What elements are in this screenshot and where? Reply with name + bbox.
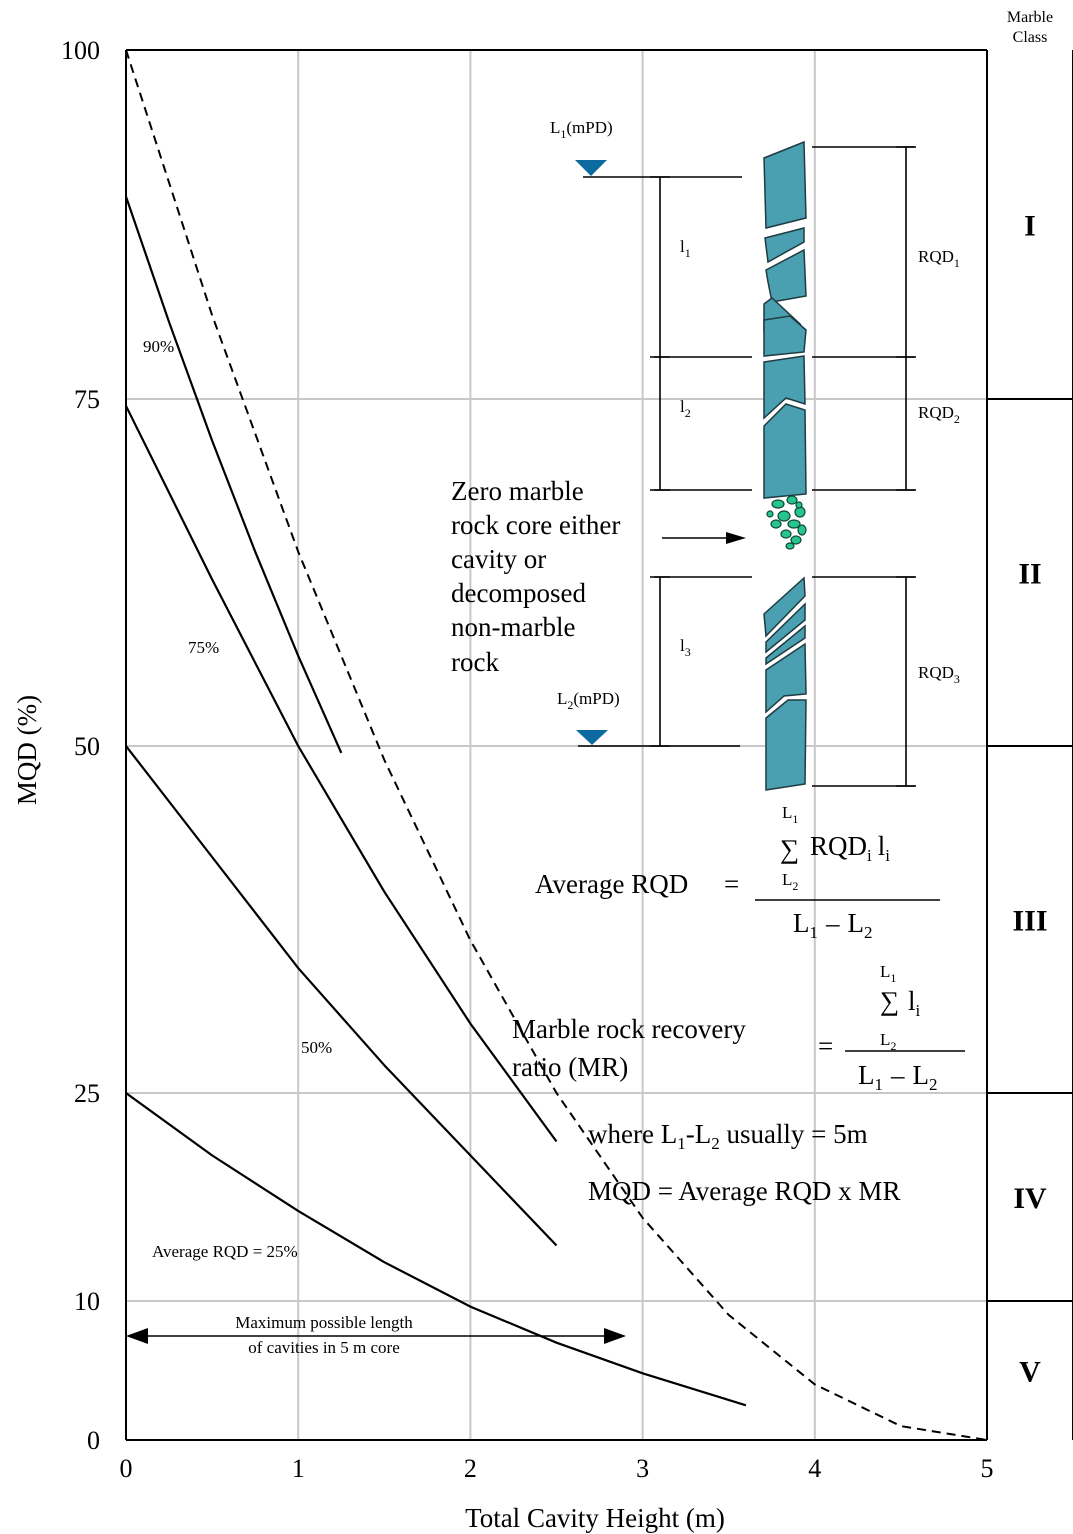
mr-formula: Marble rock recovery ratio (MR) = L1 ∑ l… bbox=[512, 962, 965, 1094]
max-cavity-arrowhead-left bbox=[126, 1328, 148, 1344]
core-piece-2 bbox=[764, 227, 805, 264]
zero-marble-note-6: rock bbox=[451, 647, 499, 677]
mr-label-line1: Marble rock recovery bbox=[512, 1014, 746, 1044]
y-tick-label: 10 bbox=[74, 1287, 100, 1316]
rqd3-label: RQD3 bbox=[918, 663, 960, 686]
core-piece-9 bbox=[765, 602, 806, 654]
l1-level-label: L1(mPD) bbox=[550, 118, 613, 141]
y-tick-label: 0 bbox=[87, 1426, 100, 1455]
core-piece-3 bbox=[765, 248, 807, 303]
y-tick-label: 75 bbox=[74, 385, 100, 414]
core-piece-12 bbox=[765, 699, 807, 791]
y-axis-title: MQD (%) bbox=[12, 695, 42, 805]
debris-cluster bbox=[766, 495, 807, 550]
y-tick-label: 100 bbox=[61, 36, 100, 65]
series-line-0 bbox=[124, 196, 343, 754]
y-tick-labels: 0 10 25 50 75 100 bbox=[61, 36, 100, 1455]
l2-label: l2 bbox=[680, 397, 691, 420]
x-tick-label: 3 bbox=[636, 1454, 649, 1483]
class-label-I: I bbox=[1024, 210, 1036, 243]
core-piece-8 bbox=[763, 576, 806, 638]
series-line-4 bbox=[125, 49, 988, 1441]
curve-label-25: Average RQD = 25% bbox=[152, 1242, 298, 1261]
max-cavity-text-1: Maximum possible length bbox=[235, 1313, 413, 1332]
series-line-2 bbox=[125, 745, 558, 1247]
core-piece-7 bbox=[763, 403, 807, 499]
l1-level-marker-icon bbox=[575, 160, 607, 176]
mr-denominator: L1– L2 bbox=[858, 1060, 938, 1094]
rqd2-label: RQD2 bbox=[918, 403, 960, 426]
class-label-III: III bbox=[1012, 905, 1047, 938]
y-tick-label: 50 bbox=[74, 732, 100, 761]
x-tick-label: 4 bbox=[808, 1454, 821, 1483]
core-piece-11 bbox=[765, 642, 807, 714]
x-axis-title: Total Cavity Height (m) bbox=[465, 1503, 725, 1533]
x-tick-label: 2 bbox=[464, 1454, 477, 1483]
class-title-line2: Class bbox=[1013, 29, 1048, 46]
max-cavity-text-2: of cavities in 5 m core bbox=[248, 1338, 400, 1357]
where-note: where L1-L2 usually = 5m bbox=[588, 1119, 868, 1153]
l3-label: l3 bbox=[680, 636, 691, 659]
grid-lines bbox=[126, 50, 987, 1440]
rqd1-label: RQD1 bbox=[918, 247, 960, 270]
l1-label: l1 bbox=[680, 237, 691, 260]
curve-label-50: 50% bbox=[301, 1038, 332, 1057]
x-tick-label: 1 bbox=[292, 1454, 305, 1483]
class-label-II: II bbox=[1018, 558, 1041, 591]
avg-rqd-numerator: RQDi li bbox=[810, 831, 890, 865]
series-line-1 bbox=[125, 405, 558, 1143]
curve-label-75: 75% bbox=[188, 638, 219, 657]
mr-lower-limit: L2 bbox=[880, 1030, 896, 1053]
core-piece-6 bbox=[763, 355, 806, 420]
mr-sum-symbol: ∑ bbox=[880, 986, 899, 1016]
mqd-formula: MQD = Average RQD x MR bbox=[588, 1176, 900, 1206]
class-label-IV: IV bbox=[1013, 1182, 1047, 1215]
core-piece-5 bbox=[763, 315, 807, 357]
core-diagram: L1(mPD) l1 l2 RQD1 RQD2 bbox=[451, 118, 960, 791]
class-title-line1: Marble bbox=[1007, 9, 1053, 26]
zero-marble-note-1: Zero marble bbox=[451, 476, 584, 506]
zero-marble-note-5: non-marble bbox=[451, 612, 575, 642]
max-cavity-arrowhead-right bbox=[604, 1328, 626, 1344]
mr-label-line2: ratio (MR) bbox=[512, 1052, 628, 1082]
x-tick-label: 5 bbox=[981, 1454, 994, 1483]
avg-rqd-sum-symbol: ∑ bbox=[780, 834, 799, 864]
zero-marble-note-3: cavity or bbox=[451, 544, 546, 574]
avg-rqd-denominator: L1– L2 bbox=[793, 908, 873, 942]
avg-rqd-upper-limit: L1 bbox=[782, 803, 798, 826]
average-rqd-formula: Average RQD = L1 ∑ RQDi li L2 L1– L2 bbox=[535, 803, 940, 942]
max-cavity-annotation: Maximum possible length of cavities in 5… bbox=[126, 1313, 626, 1357]
mr-equals: = bbox=[818, 1031, 833, 1061]
zero-marble-note-2: rock core either bbox=[451, 510, 620, 540]
mr-upper-limit: L1 bbox=[880, 962, 896, 985]
mr-numerator: li bbox=[908, 986, 921, 1020]
avg-rqd-label: Average RQD bbox=[535, 869, 688, 899]
x-tick-label: 0 bbox=[120, 1454, 133, 1483]
curve-label-90: 90% bbox=[143, 337, 174, 356]
zero-marble-arrowhead bbox=[726, 532, 746, 544]
avg-rqd-equals: = bbox=[724, 869, 739, 899]
class-label-V: V bbox=[1019, 1356, 1041, 1389]
zero-marble-note-4: decomposed bbox=[451, 578, 586, 608]
y-tick-label: 25 bbox=[74, 1079, 100, 1108]
x-tick-labels: 0 1 2 3 4 5 bbox=[120, 1454, 994, 1483]
avg-rqd-lower-limit: L2 bbox=[782, 870, 798, 893]
rqd-curves bbox=[124, 49, 988, 1441]
core-piece-10 bbox=[765, 624, 806, 666]
l2-level-marker-icon bbox=[576, 730, 608, 745]
l2-level-label: L2(mPD) bbox=[557, 689, 620, 712]
series-line-3 bbox=[125, 1092, 747, 1407]
core-piece-1 bbox=[763, 140, 807, 229]
